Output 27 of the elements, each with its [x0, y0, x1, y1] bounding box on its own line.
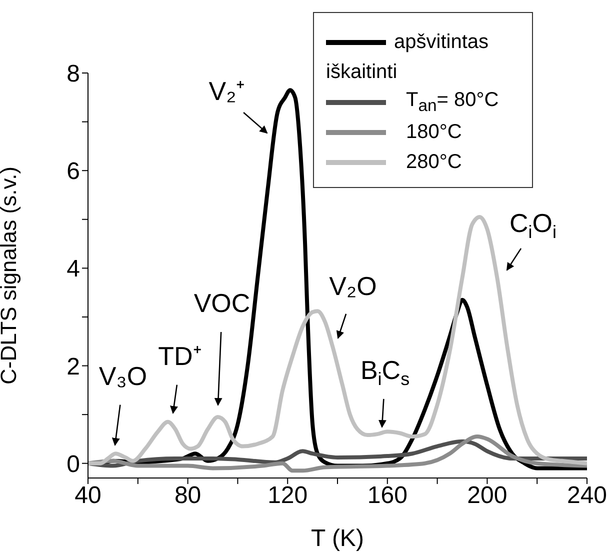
x-tick-label: 40: [74, 482, 102, 510]
line-series: [88, 214, 587, 466]
y-tick-label: 8: [66, 60, 80, 88]
x-axis-title: T (K): [311, 525, 364, 552]
annotation: VOC: [194, 288, 250, 318]
x-tick-label: 240: [566, 482, 607, 510]
legend-label: 180°C: [405, 120, 463, 144]
y-tick-label: 2: [66, 353, 80, 380]
legend-label: apšvitintas: [394, 30, 490, 54]
legend-label: T$_{an}$= 80°C: [405, 88, 500, 116]
annotation: V₂⁺: [208, 76, 246, 106]
annotation: C$_{i}$O$_{i}$: [509, 208, 557, 242]
y-tick-label: 4: [66, 256, 80, 283]
annotation: B$_{i}$C$_{s}$: [360, 355, 410, 390]
y-tick-label: 0: [66, 450, 80, 478]
x-tick-label: 160: [367, 482, 408, 510]
annotation: V₃O: [98, 361, 148, 391]
y-axis-title: C-DLTS signalas (s.v.): [0, 166, 21, 385]
line-series: [88, 434, 587, 473]
annotation: V₂O: [329, 271, 377, 301]
legend-title: iškaitinti: [326, 60, 398, 85]
x-tick-label: 80: [174, 482, 202, 510]
x-tick-label: 200: [467, 482, 508, 510]
legend-label: 280°C: [405, 150, 463, 174]
y-tick-label: 6: [66, 158, 80, 186]
annotation: TD⁺: [158, 341, 202, 371]
x-tick-label: 120: [268, 482, 308, 510]
